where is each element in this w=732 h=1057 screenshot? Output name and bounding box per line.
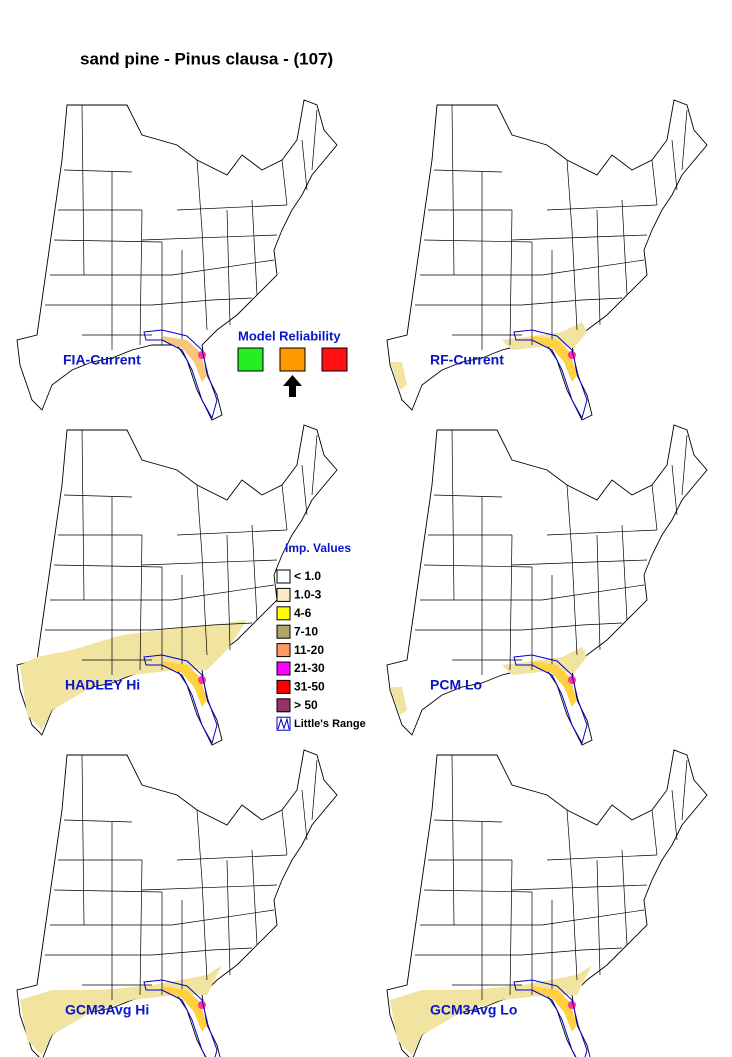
map-panel [386,99,708,421]
littles-range [143,654,218,745]
map-panel [16,749,338,1057]
legend-swatch [276,606,291,621]
legend-title: Imp. Values [285,541,351,555]
legend-label: < 1.0 [294,569,321,583]
reliability-box [321,347,348,372]
habitat-area [20,965,222,1055]
habitat-hot [568,351,576,359]
legend-swatch [276,698,291,713]
habitat-area [20,620,247,730]
legend-swatch [276,661,291,676]
reliability-box [237,347,264,372]
map-panel [386,424,708,746]
panel-label: PCM Lo [430,677,482,693]
legend-label: 31-50 [294,680,325,694]
legend-swatch [276,569,291,584]
legend-label: 1.0-3 [294,588,322,602]
map-panel [386,749,708,1057]
map-panel [16,99,338,421]
littles-range [513,979,588,1057]
legend-label: Little's Range [294,718,366,730]
legend-swatch [276,587,291,602]
legend-label: 7-10 [294,624,318,638]
habitat-core [532,661,577,707]
habitat-core [162,336,207,382]
map-outline [386,99,708,421]
title: sand pine - Pinus clausa - (107) [80,49,333,68]
legend-label: > 50 [294,698,318,712]
legend-swatch [276,643,291,658]
habitat-core [532,986,577,1032]
panel-label: RF-Current [430,352,504,368]
panel-label: FIA-Current [63,352,141,368]
littles-range [143,329,218,420]
map-outline [16,99,338,421]
habitat-core [162,986,207,1032]
habitat-hot [198,676,206,684]
habitat-area [502,647,587,675]
panel-label: GCM3Avg Lo [430,1002,517,1018]
legend-swatch [276,624,291,639]
habitat-area [390,362,407,390]
legend-label: 11-20 [294,643,324,657]
map-panel [16,424,338,746]
habitat-core [532,336,577,382]
legend-swatch [276,679,291,694]
legend-range-mark [277,717,290,730]
reliability-arrow [283,375,302,397]
panel-label: HADLEY Hi [65,677,140,693]
legend-label: 21-30 [294,661,325,675]
reliability-box [279,347,306,372]
habitat-area [390,965,592,1055]
map-outline [386,424,708,746]
legend-label: 4-6 [294,606,312,620]
habitat-hot [198,1001,206,1009]
habitat-hot [568,1001,576,1009]
habitat-core [162,661,207,707]
littles-range [143,979,218,1057]
panel-label: GCM3Avg Hi [65,1002,149,1018]
littles-range [513,329,588,420]
littles-range [513,654,588,745]
habitat-hot [568,676,576,684]
reliability-title: Model Reliability [238,328,341,343]
habitat-hot [198,351,206,359]
habitat-area [502,322,587,350]
habitat-area [390,687,407,715]
